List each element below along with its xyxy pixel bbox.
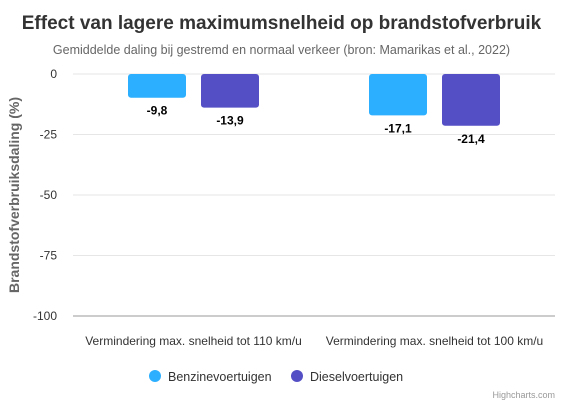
legend-symbol bbox=[291, 370, 303, 382]
data-labels: -9,8 -13,9 -17,1 -21,4 bbox=[147, 104, 485, 146]
data-label: -17,1 bbox=[384, 121, 412, 135]
data-label: -13,9 bbox=[216, 114, 244, 128]
chart-title: Effect van lagere maximumsnelheid op bra… bbox=[22, 13, 542, 34]
legend-item[interactable]: Benzinevoertuigen bbox=[149, 370, 272, 384]
bar[interactable] bbox=[201, 74, 259, 108]
y-tick-label: -100 bbox=[33, 309, 57, 323]
x-axis-ticks: Vermindering max. snelheid tot 110 km/u V… bbox=[85, 334, 543, 348]
bars bbox=[128, 74, 500, 126]
y-tick-label: -25 bbox=[40, 128, 58, 142]
legend[interactable]: Benzinevoertuigen Dieselvoertuigen bbox=[149, 370, 403, 384]
legend-symbol bbox=[149, 370, 161, 382]
x-tick-label: Vermindering max. snelheid tot 110 km/u bbox=[85, 334, 302, 348]
bar[interactable] bbox=[369, 74, 427, 116]
y-axis-title: Brandstofverbruiksdaling (%) bbox=[6, 97, 22, 293]
legend-label: Dieselvoertuigen bbox=[310, 370, 403, 384]
chart-subtitle: Gemiddelde daling bij gestremd en normaa… bbox=[53, 43, 510, 57]
legend-label: Benzinevoertuigen bbox=[168, 370, 272, 384]
y-tick-label: 0 bbox=[50, 67, 57, 81]
data-label: -9,8 bbox=[147, 104, 168, 118]
x-tick-label: Vermindering max. snelheid tot 100 km/u bbox=[326, 334, 543, 348]
y-tick-label: -75 bbox=[40, 249, 58, 263]
legend-item[interactable]: Dieselvoertuigen bbox=[291, 370, 403, 384]
bar[interactable] bbox=[128, 74, 186, 98]
y-tick-label: -50 bbox=[40, 188, 58, 202]
data-label: -21,4 bbox=[457, 132, 485, 146]
y-axis-ticks: 0 -25 -50 -75 -100 bbox=[33, 67, 57, 323]
credits-link[interactable]: Highcharts.com bbox=[492, 390, 555, 400]
bar[interactable] bbox=[442, 74, 500, 126]
